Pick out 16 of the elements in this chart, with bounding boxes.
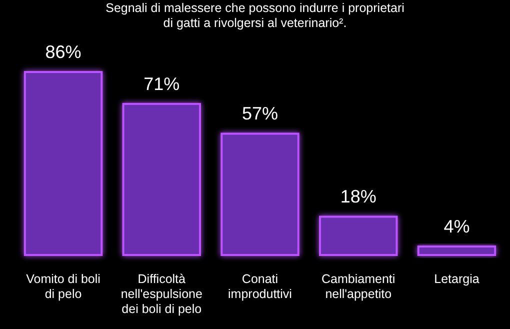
bar	[24, 71, 103, 256]
x-tick-label: Difficoltà nell'espulsione dei boli di pelo	[120, 272, 202, 316]
x-tick-label: Letargia	[434, 272, 480, 286]
data-label: 86%	[45, 42, 82, 62]
chart-title: Segnali di malessere che possono indurre i proprietari di gatti a rivolgersi al veterinario².	[106, 1, 404, 30]
bar	[319, 216, 398, 256]
data-label: 57%	[242, 104, 278, 124]
x-tick-label: Vomito di boli di pelo	[26, 272, 100, 301]
x-tick-label: Cambiamenti nell'appetito	[322, 272, 396, 301]
bar	[122, 102, 201, 256]
x-tick-label: Conati improduttivi	[228, 272, 292, 301]
bar	[417, 245, 496, 256]
bar	[220, 132, 300, 256]
data-label: 71%	[144, 74, 180, 94]
data-label: 18%	[340, 186, 376, 207]
data-label: 4%	[444, 216, 470, 236]
